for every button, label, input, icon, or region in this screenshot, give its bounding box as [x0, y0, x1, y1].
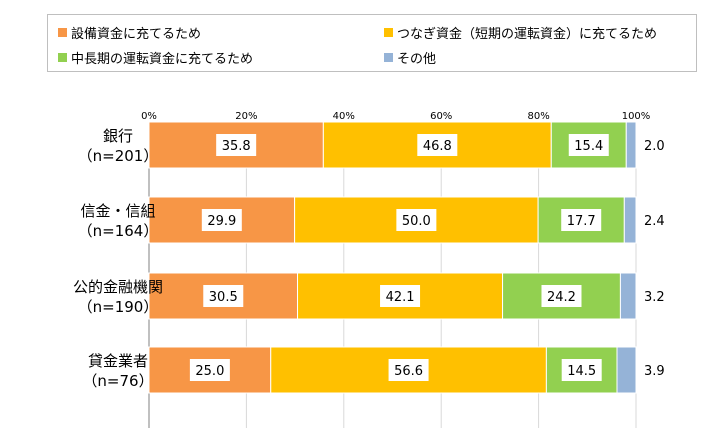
category-label: 信金・信組: [80, 202, 155, 220]
data-label: 35.8: [222, 139, 251, 154]
data-label: 15.4: [574, 139, 603, 154]
data-label: 46.8: [423, 139, 452, 154]
legend-item-longterm: 中長期の運転資金に充てるため: [58, 48, 253, 67]
data-label-box: [201, 209, 242, 231]
data-label-box: [561, 209, 602, 231]
data-label-box: [388, 359, 429, 381]
legend-swatch-longterm: [58, 53, 67, 62]
category-label: 銀行: [103, 127, 133, 145]
legend-item-bridge: つなぎ資金（短期の運転資金）に充てるため: [384, 23, 657, 42]
data-label: 3.9: [644, 364, 665, 379]
data-label-box: [203, 285, 244, 307]
x-tick-label: 80%: [527, 111, 549, 122]
bar-segment: [616, 346, 637, 394]
legend-swatch-other: [384, 53, 393, 62]
data-label: 50.0: [402, 214, 431, 229]
data-label: 25.0: [195, 364, 224, 379]
legend-label-longterm: 中長期の運転資金に充てるため: [71, 52, 254, 67]
data-label: 14.5: [567, 364, 596, 379]
data-label: 42.1: [386, 290, 415, 305]
legend-swatch-bridge: [384, 28, 393, 37]
data-label-box: [380, 285, 421, 307]
data-label-box: [541, 285, 582, 307]
legend-label-bridge: つなぎ資金（短期の運転資金）に充てるため: [397, 27, 658, 42]
data-label: 29.9: [207, 214, 236, 229]
x-tick-label: 60%: [430, 111, 452, 122]
data-label-box: [568, 134, 609, 156]
x-tick-label: 20%: [235, 111, 257, 122]
legend-label-other: その他: [397, 52, 437, 67]
legend-label-equipment: 設備資金に充てるため: [71, 27, 202, 42]
category-count-label: （n=164）: [78, 222, 159, 240]
data-label-box: [216, 134, 257, 156]
legend-swatch-equipment: [58, 28, 67, 37]
data-label: 30.5: [209, 290, 238, 305]
bar-segment: [550, 121, 627, 169]
x-tick-label: 100%: [622, 111, 651, 122]
data-label: 3.2: [644, 290, 665, 305]
category-label: 公的金融機関: [73, 278, 163, 296]
data-label: 17.7: [567, 214, 596, 229]
legend: 設備資金に充てるため つなぎ資金（短期の運転資金）に充てるため 中長期の運転資金…: [47, 14, 697, 72]
data-label-box: [396, 209, 437, 231]
x-tick-label: 40%: [333, 111, 355, 122]
bar-segment: [625, 121, 637, 169]
bar-segment: [623, 196, 637, 244]
category-count-label: （n=201）: [78, 147, 159, 165]
x-tick-label: 0%: [141, 111, 157, 122]
legend-item-other: その他: [384, 48, 436, 67]
data-label: 2.4: [644, 214, 665, 229]
data-label: 2.0: [644, 139, 665, 154]
legend-item-equipment: 設備資金に充てるため: [58, 23, 201, 42]
category-count-label: （n=190）: [78, 298, 159, 316]
category-count-label: （n=76）: [82, 372, 153, 390]
data-label-box: [189, 359, 230, 381]
data-label: 56.6: [394, 364, 423, 379]
category-label: 貸金業者: [88, 352, 148, 370]
data-label-box: [417, 134, 458, 156]
data-label: 24.2: [547, 290, 576, 305]
data-label-box: [561, 359, 602, 381]
bar-segment: [619, 272, 637, 320]
